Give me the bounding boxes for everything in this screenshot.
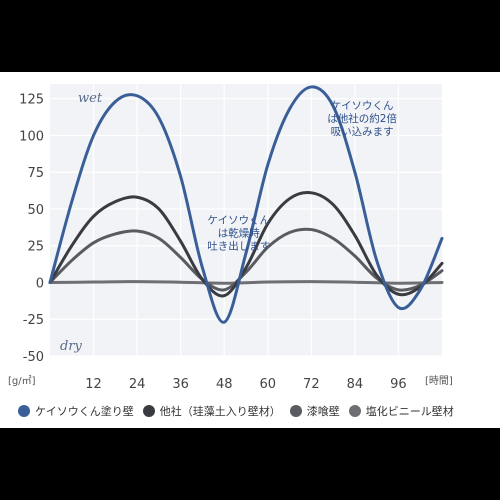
x-tick-label: 24	[129, 377, 146, 392]
x-tick-labels: 12 24 36 48 60 72 84 96	[85, 377, 406, 392]
series-line-vinyl	[48, 280, 444, 285]
annotation-line: は乾燥時	[218, 227, 260, 240]
legend-label: ケイソウくん塗り壁	[35, 405, 134, 418]
x-tick-label: 72	[303, 377, 320, 392]
legend-swatch-other-company	[142, 405, 155, 417]
series-line-plaster	[48, 227, 444, 292]
grid-lines	[50, 84, 442, 357]
dry-zone-label: dry	[60, 339, 83, 354]
legend-item: 塩化ビニール壁材	[348, 403, 454, 419]
legend-label: 塩化ビニール壁材	[365, 405, 454, 418]
series-line-keisou	[48, 85, 444, 324]
x-tick-label: 60	[260, 377, 277, 392]
series-group	[48, 85, 444, 324]
y-tick-label: -50	[23, 350, 44, 365]
line-chart: 125 100 75 50 25 0 -25 -50 12 24 36 48 60 72 84 96 wet…	[8, 84, 453, 392]
y-tick-label: 125	[19, 93, 44, 108]
y-tick-label: 100	[19, 129, 44, 144]
legend-item: 他社（珪藻土入り壁材）	[142, 403, 281, 419]
y-tick-labels: 125 100 75 50 25 0 -25 -50	[19, 93, 44, 365]
legend-label: 漆喰壁	[306, 405, 340, 418]
y-tick-label: 0	[36, 276, 44, 291]
x-tick-label: 48	[216, 377, 233, 392]
annotation-label: ケイソウくんは他社の約2倍吸い込みます	[327, 100, 397, 138]
annotation-line: 吸い込みます	[331, 126, 394, 138]
plot-background	[50, 84, 442, 356]
legend: ケイソウくん塗り壁 他社（珪藻土入り壁材） 漆喰壁 塩化ビニール壁材	[0, 398, 500, 424]
y-tick-label: 75	[27, 166, 44, 181]
legend-swatch-keisou	[18, 405, 30, 417]
legend-label: 他社（珪藻土入り壁材）	[159, 405, 281, 418]
x-tick-label: 12	[85, 377, 102, 392]
annotation-line: は他社の約2倍	[327, 112, 397, 125]
y-tick-label: -25	[23, 313, 44, 328]
wet-zone-label: wet	[78, 91, 103, 106]
x-tick-label: 96	[390, 377, 407, 392]
x-tick-label: 84	[347, 377, 364, 392]
annotation-line: ケイソウくん	[207, 215, 270, 227]
x-axis-unit-label: [時間]	[425, 375, 453, 387]
legend-item: 漆喰壁	[289, 403, 340, 419]
annotation-line: 吐き出します	[207, 240, 270, 253]
legend-swatch-plaster	[289, 405, 302, 417]
annotation-line: ケイソウくん	[331, 100, 394, 112]
y-tick-label: 50	[27, 203, 44, 218]
series-line-other-company	[48, 191, 444, 298]
y-tick-label: 25	[27, 240, 44, 255]
annotation-label: ケイソウくんは乾燥時吐き出します	[207, 215, 270, 253]
x-tick-label: 36	[172, 377, 189, 392]
chart-panel: 125 100 75 50 25 0 -25 -50 12 24 36 48 60 72 84 96 wet…	[0, 72, 500, 428]
legend-swatch-vinyl	[348, 405, 361, 417]
legend-item: ケイソウくん塗り壁	[18, 403, 134, 419]
y-axis-unit-label: [g/㎡]	[8, 375, 36, 387]
